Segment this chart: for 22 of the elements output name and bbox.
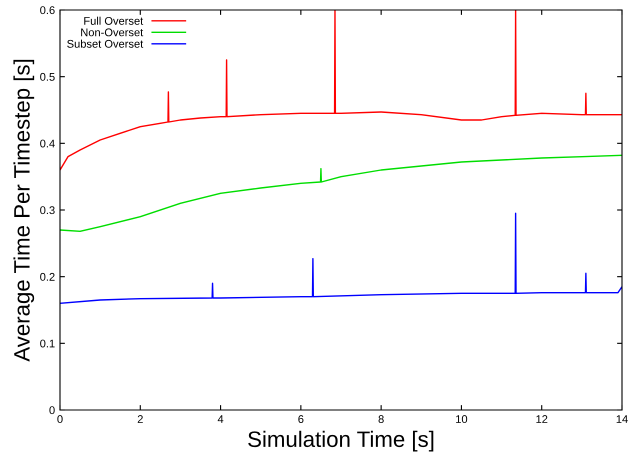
line-series bbox=[60, 212, 622, 304]
y-tick-label: 0.6 bbox=[40, 6, 55, 14]
x-tick-label: 8 bbox=[378, 415, 384, 424]
legend-label: Subset Overset bbox=[67, 40, 144, 48]
legend-label: Non-Overset bbox=[81, 28, 144, 36]
y-tick-label: 0.4 bbox=[40, 140, 55, 148]
y-tick-label: 0.5 bbox=[40, 72, 55, 81]
y-tick-label: 0.2 bbox=[40, 272, 55, 281]
x-tick-label: 12 bbox=[536, 415, 548, 423]
y-tick-label: 0.1 bbox=[40, 340, 55, 348]
line-series bbox=[60, 154, 622, 232]
y-tick-label: 0 bbox=[49, 406, 55, 414]
y-tick-label: 0.3 bbox=[40, 206, 55, 214]
x-tick-label: 4 bbox=[218, 415, 224, 423]
x-tick-label: 6 bbox=[298, 415, 304, 424]
x-tick-label: 0 bbox=[57, 415, 63, 424]
legend-label: Full Overset bbox=[84, 16, 144, 25]
x-axis-title: Simulation Time [s] bbox=[248, 430, 434, 452]
x-tick-label: 2 bbox=[138, 415, 143, 423]
x-tick-label: 10 bbox=[456, 415, 468, 424]
x-tick-label: 14 bbox=[616, 415, 628, 423]
y-axis-title: Average Time Per Timestep [s] bbox=[13, 60, 34, 362]
